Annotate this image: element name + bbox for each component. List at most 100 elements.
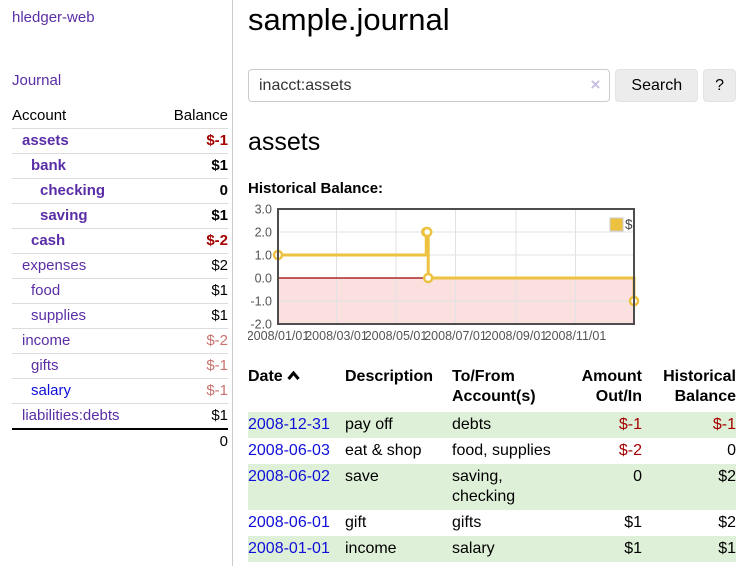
accounts-total-row: 0 (12, 428, 228, 454)
transaction-description: income (345, 540, 397, 557)
account-row: gifts $-1 (12, 353, 228, 379)
account-tree-body: assets $-1 bank $1 checking 0 saving $1 cash $-2 e… (12, 128, 228, 430)
register-col-accounts: To/From Account(s) (452, 367, 564, 412)
account-row: food $1 (12, 278, 228, 304)
y-tick-label: 2.0 (255, 226, 272, 240)
transaction-balance: $2 (718, 514, 736, 531)
app-title-link[interactable]: hledger-web (12, 9, 95, 26)
search-input[interactable] (248, 69, 611, 102)
y-tick-label: 1.0 (255, 249, 272, 263)
historical-balance-chart: $3.0 2.0 1.0 0.0 -1.0 -2.0 2008/01/01 2008/03/0… (247, 203, 736, 352)
transaction-amount: $-2 (618, 442, 642, 459)
transaction-date-link[interactable]: 2008-06-03 (248, 442, 330, 459)
amount-header-line2: Out/In (595, 388, 642, 405)
account-link[interactable]: saving (40, 207, 88, 224)
transaction-amount: 0 (633, 468, 642, 485)
transaction-row[interactable]: 2008-06-02 save saving, checking 0 $2 (248, 464, 736, 510)
y-tick-label: -2.0 (250, 318, 272, 332)
account-row: saving $1 (12, 203, 228, 229)
account-balance: $-1 (155, 353, 228, 379)
account-balance: $1 (155, 403, 228, 430)
main-content: sample.journal × Search ? assets Histori… (233, 0, 742, 566)
balance-chart-svg: $3.0 2.0 1.0 0.0 -1.0 -2.02008/01/012008/03/0… (247, 203, 640, 343)
account-row: assets $-1 (12, 128, 228, 154)
x-tick-label: 2008/07/01 (424, 329, 487, 343)
x-tick-label: 2008/11/01 (545, 329, 607, 343)
chart-heading: Historical Balance: (248, 180, 384, 197)
transaction-row[interactable]: 2008-06-01 gift gifts $1 $2 (248, 510, 736, 536)
data-point-marker (422, 272, 434, 284)
sort-ascending-icon (287, 370, 300, 380)
account-link[interactable]: cash (31, 232, 66, 249)
account-balance: $-2 (155, 228, 228, 254)
account-link[interactable]: salary (31, 382, 72, 399)
y-tick-label: 0.0 (255, 272, 272, 286)
accounts-header-line2: Account(s) (452, 388, 536, 405)
accounts-col-account: Account (12, 104, 156, 129)
account-balance: $-1 (155, 128, 228, 154)
account-link[interactable]: income (22, 332, 71, 349)
transaction-date-link[interactable]: 2008-06-01 (248, 514, 330, 531)
register-col-amount: Amount Out/In (564, 367, 642, 412)
plot-border (277, 208, 635, 325)
transaction-amount: $1 (624, 514, 642, 531)
account-link[interactable]: food (31, 282, 61, 299)
y-tick-label: -1.0 (250, 295, 272, 309)
account-link[interactable]: gifts (31, 357, 59, 374)
account-balance: $2 (155, 253, 228, 279)
account-balance: $1 (155, 278, 228, 304)
legend-swatch (609, 217, 624, 232)
register-col-description: Description (345, 368, 434, 385)
x-tick-label: 2008/09/01 (485, 329, 548, 343)
transaction-row[interactable]: 2008-01-01 income salary $1 $1 (248, 536, 736, 562)
transaction-balance: $1 (718, 540, 736, 557)
transaction-row[interactable]: 2008-06-03 eat & shop food, supplies $-2 0 (248, 438, 736, 464)
sidebar: hledger-web Journal Account Balance asse… (0, 0, 233, 566)
account-row: salary $-1 (12, 378, 228, 404)
transaction-balance: $-1 (712, 416, 736, 433)
transaction-row[interactable]: 2008-12-31 pay off debts $-1 $-1 (248, 412, 736, 438)
sidebar-item-journal[interactable]: Journal (12, 72, 62, 89)
balance-header-line1: Historical (663, 368, 736, 385)
account-row: checking 0 (12, 178, 228, 204)
date-header-label: Date (248, 368, 283, 385)
account-balance: $-2 (155, 328, 228, 354)
transaction-balance: 0 (727, 442, 736, 459)
amount-header-line1: Amount (581, 368, 642, 385)
account-link[interactable]: checking (40, 182, 106, 199)
help-button[interactable]: ? (703, 69, 736, 102)
account-link[interactable]: supplies (31, 307, 87, 324)
transaction-date-link[interactable]: 2008-06-02 (248, 468, 330, 485)
account-row: supplies $1 (12, 303, 228, 329)
account-row: bank $1 (12, 153, 228, 179)
account-link[interactable]: assets (22, 132, 69, 149)
transaction-accounts: food, supplies (452, 442, 551, 459)
accounts-header-line1: To/From (452, 368, 515, 385)
transaction-date-link[interactable]: 2008-01-01 (248, 540, 330, 557)
register-col-balance: Historical Balance (642, 367, 736, 412)
transaction-description: pay off (345, 416, 393, 433)
legend-label: $ (625, 217, 633, 232)
account-link[interactable]: expenses (22, 257, 87, 274)
accounts-col-balance: Balance (155, 104, 228, 129)
transaction-accounts: debts (452, 416, 492, 433)
data-point-marker (421, 226, 433, 238)
account-row: liabilities:debts $1 (12, 403, 228, 430)
account-link[interactable]: bank (31, 157, 67, 174)
transaction-amount: $1 (624, 540, 642, 557)
register-col-date[interactable]: Date (248, 367, 345, 412)
x-tick-label: 2008/05/01 (365, 329, 428, 343)
account-link[interactable]: liabilities:debts (22, 407, 120, 424)
transaction-description: eat & shop (345, 442, 422, 459)
transaction-date-link[interactable]: 2008-12-31 (248, 416, 330, 433)
accounts-table: Account Balance assets $-1 bank $1 checking 0… (12, 104, 228, 454)
register-body: 2008-12-31 pay off debts $-1 $-1 2008-06-03 ea… (248, 412, 736, 562)
transaction-accounts: saving, checking (452, 468, 516, 505)
account-balance: $-1 (155, 378, 228, 404)
clear-search-icon[interactable]: × (590, 75, 601, 94)
hledger-web-app: hledger-web Journal Account Balance asse… (0, 0, 742, 566)
transaction-accounts: gifts (452, 514, 482, 531)
x-tick-label: 2008/01/01 (248, 329, 309, 343)
search-button[interactable]: Search (615, 69, 699, 102)
register-header-row: Date Description To/From Account(s) Amou… (248, 367, 736, 412)
